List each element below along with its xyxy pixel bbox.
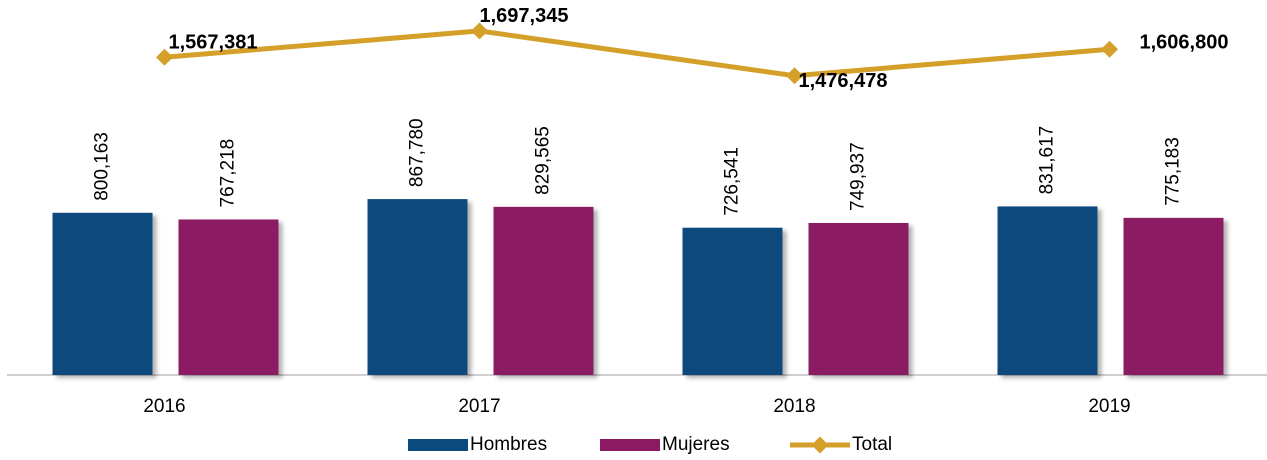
bar	[52, 212, 153, 375]
value-label: 1,567,381	[169, 32, 258, 54]
value-label: 831,617	[1037, 126, 1058, 195]
value-label: 800,163	[92, 132, 113, 201]
value-label: 867,780	[407, 118, 428, 187]
bar	[367, 199, 468, 375]
value-label: 829,565	[533, 126, 554, 195]
legend-swatch	[408, 439, 468, 451]
bar	[997, 206, 1098, 375]
x-tick-label: 2018	[773, 396, 815, 417]
legend-swatch	[811, 436, 829, 454]
legend-label: Total	[852, 434, 892, 455]
bar	[178, 219, 279, 375]
value-label: 726,541	[722, 147, 743, 216]
legend-swatch	[600, 439, 660, 451]
marker	[1101, 40, 1118, 58]
value-label: 1,697,345	[480, 5, 569, 27]
bar	[1123, 217, 1224, 375]
value-label: 749,937	[848, 142, 869, 211]
value-label: 767,218	[218, 139, 239, 208]
value-label: 1,606,800	[1140, 32, 1229, 54]
legend-label: Hombres	[470, 434, 547, 455]
bar	[682, 227, 783, 375]
marker	[786, 67, 803, 85]
legend-label: Mujeres	[662, 434, 730, 455]
x-tick-label: 2016	[143, 396, 185, 417]
x-tick-label: 2019	[1088, 396, 1130, 417]
value-label: 775,183	[1163, 137, 1184, 206]
x-tick-label: 2017	[458, 396, 500, 417]
value-label: 1,476,478	[799, 70, 888, 92]
line	[164, 28, 1110, 79]
bar	[493, 206, 594, 375]
bar	[808, 222, 909, 375]
